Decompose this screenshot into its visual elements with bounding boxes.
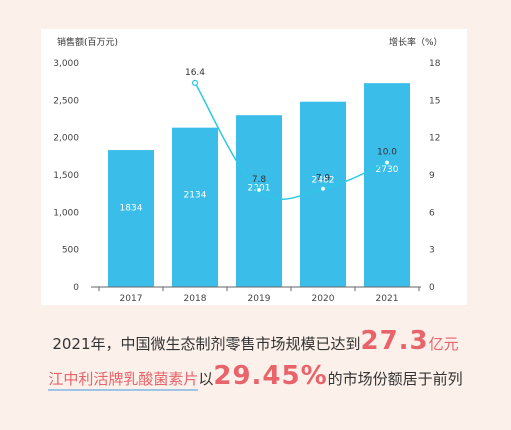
growth-line	[194, 82, 388, 200]
growth-point	[319, 185, 327, 192]
right-tick-label: 6	[429, 208, 435, 218]
growth-point	[255, 186, 263, 194]
left-tick-label: 3,000	[53, 59, 79, 69]
growth-value-label: 7.8	[252, 175, 267, 185]
bar	[108, 150, 154, 287]
left-tick-label: 1,500	[53, 171, 79, 181]
left-tick-label: 0	[73, 283, 79, 293]
x-axis-ticks: 2017 2018 2019 2020 2021	[98, 287, 420, 304]
left-tick-label: 1,000	[53, 208, 79, 218]
bar	[364, 83, 410, 287]
x-tick-label: 2018	[184, 294, 207, 304]
growth-point	[383, 159, 391, 166]
left-tick-label: 2,500	[53, 96, 79, 106]
market-size-number: 27.3	[360, 326, 429, 356]
caption-2-suffix: 的市场份额居于前列	[327, 370, 463, 388]
caption-1-prefix: 2021年，中国微生态制剂零售市场规模已达到	[52, 335, 361, 353]
growth-value-label: 10.0	[377, 148, 397, 158]
bar-value-label: 2482	[312, 176, 335, 186]
caption-line-2: 江中利活牌乳酸菌素片以29.45%的市场份额居于前列	[0, 358, 511, 397]
right-tick-label: 15	[429, 96, 440, 106]
right-tick-label: 9	[429, 171, 435, 181]
right-axis-title: 增长率（%）	[389, 36, 443, 48]
left-tick-label: 500	[62, 246, 79, 256]
x-tick-label: 2017	[120, 294, 143, 304]
left-axis-title: 销售额(百万元)	[57, 36, 118, 48]
right-tick-label: 12	[429, 134, 440, 144]
x-tick-label: 2021	[376, 294, 399, 304]
left-tick-label: 2,000	[53, 134, 79, 144]
x-tick-label: 2019	[248, 294, 271, 304]
growth-point	[191, 79, 199, 87]
right-tick-label: 3	[429, 246, 435, 256]
bar-value-label: 2730	[376, 165, 399, 175]
bar-value-label: 2134	[184, 191, 207, 201]
growth-line-series: 16.4 7.8 7.9 10.0	[185, 68, 397, 200]
right-tick-label: 18	[429, 59, 441, 69]
right-axis-ticks: 0 3 6 9 12 15 18	[429, 59, 441, 293]
bar	[300, 101, 346, 287]
right-tick-label: 0	[429, 283, 435, 293]
market-share-number: 29.45%	[213, 361, 328, 391]
caption-2-mid: 以	[198, 370, 214, 388]
brand-name: 江中利活牌乳酸菌素片	[48, 370, 199, 391]
bar	[172, 127, 218, 287]
left-axis-ticks: 0 500 1,000 1,500 2,000 2,500 3,000	[53, 59, 79, 293]
growth-value-label: 16.4	[185, 68, 205, 78]
caption-line-1: 2021年，中国微生态制剂零售市场规模已达到27.3亿元	[0, 323, 511, 362]
bar-value-label: 1834	[120, 204, 143, 214]
x-tick-label: 2020	[312, 294, 335, 304]
bar	[236, 115, 282, 287]
growth-value-label: 7.9	[316, 174, 331, 184]
chart-panel: 销售额(百万元) 增长率（%） 0 500 1,000 1,500 2,000 2,500…	[41, 29, 467, 305]
bar-series: 18342134230124822730	[108, 83, 410, 287]
market-size-unit: 亿元	[428, 335, 459, 353]
sales-growth-chart: 销售额(百万元) 增长率（%） 0 500 1,000 1,500 2,000 2,500…	[53, 36, 443, 304]
